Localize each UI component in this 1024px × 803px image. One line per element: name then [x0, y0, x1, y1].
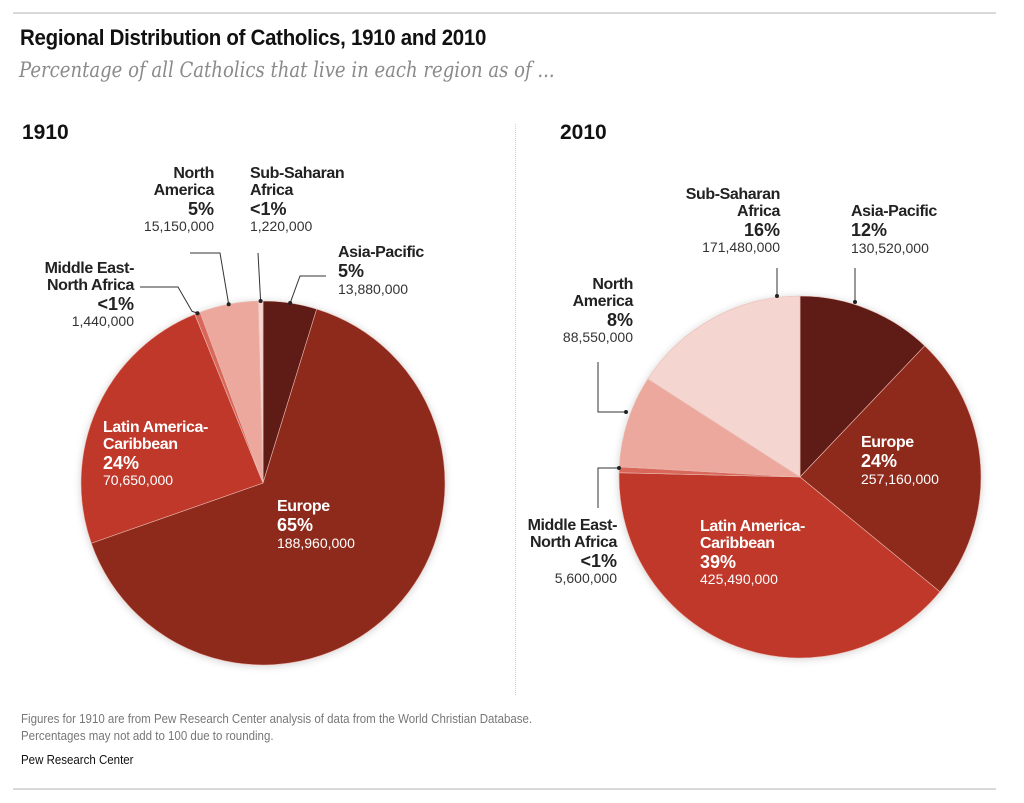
pie-2010-slice-latin_america [618, 472, 941, 659]
leader-2010-asia-pacific-dot [853, 300, 857, 304]
bottom-rule [13, 788, 996, 790]
leader-lines [140, 252, 857, 508]
chart-subtitle: Percentage of all Catholics that live in… [19, 58, 555, 82]
pie-2010 [618, 295, 982, 659]
label-2010-sub-saharan: Sub-Saharan Africa 16% 171,480,000 [685, 186, 781, 256]
leader-2010-middle-east-dot [617, 466, 621, 470]
leader-2010-north-america-dot [624, 410, 628, 414]
pie-2010-slice-north_america [618, 378, 802, 478]
label-1910-north-america: North America 5% 15,150,000 [143, 165, 214, 235]
label-2010-asia-pacific: Asia-Pacific 12% 130,520,000 [851, 203, 937, 256]
label-1910-asia-pacific: Asia-Pacific 5% 13,880,000 [338, 244, 424, 297]
pie-2010-slice-sub_saharan [647, 295, 801, 478]
leader-1910-asia-pacific-dot [288, 301, 293, 306]
leader-1910-middle-east-dot [195, 311, 200, 316]
leader-1910-sub-saharan-line [257, 252, 262, 302]
pie-2010-slice-asia_pacific [799, 295, 926, 478]
leader-1910-middle-east-line [140, 286, 198, 314]
pie-2010-slice-europe [799, 345, 982, 593]
leader-1910-north-america-line [190, 252, 230, 305]
label-1910-europe: Europe 65% 188,960,000 [277, 498, 355, 551]
chart-title: Regional Distribution of Catholics, 1910… [20, 25, 487, 50]
leader-1910-sub-saharan-dot [258, 299, 263, 304]
leader-2010-middle-east-line [597, 467, 619, 508]
footnote-line-1: Figures for 1910 are from Pew Research C… [21, 712, 533, 726]
panel-divider [515, 124, 516, 695]
top-rule [13, 12, 996, 14]
leader-1910-asia-pacific-line [289, 275, 326, 304]
label-1910-latin-america: Latin America- Caribbean 24% 70,650,000 [103, 419, 208, 489]
label-2010-north-america: North America 8% 88,550,000 [562, 276, 633, 346]
label-2010-europe: Europe 24% 257,160,000 [861, 434, 939, 487]
pie-1910 [80, 300, 446, 666]
pie-1910-slice-latin_america [80, 313, 264, 544]
leader-1910-north-america-dot [226, 302, 231, 307]
label-1910-sub-saharan: Sub-Saharan Africa <1% 1,220,000 [250, 165, 345, 235]
leader-2010-sub-saharan-dot [775, 294, 779, 298]
footnote-line-2: Percentages may not add to 100 due to ro… [21, 729, 274, 743]
source-credit: Pew Research Center [21, 753, 134, 767]
pie-1910-title: 1910 [22, 121, 69, 144]
label-2010-middle-east: Middle East- North Africa <1% 5,600,000 [527, 517, 618, 587]
pie-2010-title: 2010 [560, 121, 607, 144]
pie-1910-slice-europe [90, 308, 446, 666]
label-1910-middle-east: Middle East- North Africa <1% 1,440,000 [44, 260, 135, 330]
leader-2010-north-america-line [597, 362, 626, 413]
label-2010-latin-america: Latin America- Caribbean 39% 425,490,000 [700, 518, 805, 588]
